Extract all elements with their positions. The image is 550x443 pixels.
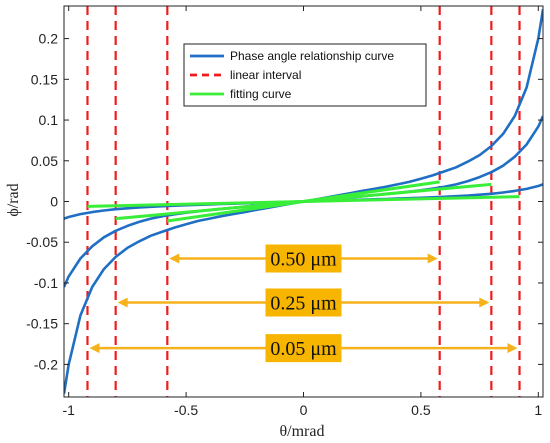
interval-label: 0.50 μm	[270, 249, 337, 271]
y-tick-label: -0.1	[34, 275, 58, 291]
interval-label-box	[265, 334, 342, 363]
legend-label: Phase angle relationship curve	[230, 49, 394, 63]
y-tick-label: 0	[50, 194, 58, 210]
x-tick-label: -0.5	[174, 402, 198, 418]
plot-area: 0.50 μm 0.25 μm 0.05 μm	[64, 6, 543, 397]
legend-label: fitting curve	[230, 87, 292, 101]
interval-arrowhead-right	[427, 253, 438, 264]
interval-arrowhead-left	[117, 297, 128, 308]
interval-label: 0.25 μm	[270, 293, 337, 315]
x-axis-label: θ/mrad	[280, 423, 325, 440]
y-tick-label: -0.05	[26, 234, 58, 250]
axes: -1 -0.5 0 0.5 1 -0.2 -0.15 -0.1 -0.05 0 0.05 0.1 0.1…	[26, 5, 544, 418]
x-tick-label: 0	[300, 402, 308, 418]
y-tick-label: -0.2	[34, 356, 58, 372]
legend: Phase angle relationship curve linear int…	[183, 43, 427, 107]
x-tick-label: 0.5	[411, 402, 431, 418]
x-tick-label: 1	[534, 402, 542, 418]
interval-arrowhead-left	[89, 343, 100, 354]
y-axis-label: ϕ/rad	[5, 183, 22, 216]
x-tick-label: -1	[62, 402, 75, 418]
interval-label-box	[265, 288, 342, 317]
interval-arrowhead-right	[507, 343, 518, 354]
y-tick-label: 0.2	[39, 31, 59, 47]
y-tick-label: 0.15	[31, 71, 58, 87]
interval-arrowhead-left	[169, 253, 180, 264]
interval-label-box	[265, 244, 342, 273]
legend-box	[183, 43, 427, 107]
interval-arrowhead-right	[479, 297, 490, 308]
y-tick-label: -0.15	[26, 316, 58, 332]
y-tick-label: 0.05	[31, 153, 58, 169]
fitting-curve	[87, 195, 520, 208]
interval-label: 0.05 μm	[270, 338, 337, 360]
legend-label: linear interval	[230, 68, 301, 82]
y-tick-label: 0.1	[39, 112, 59, 128]
